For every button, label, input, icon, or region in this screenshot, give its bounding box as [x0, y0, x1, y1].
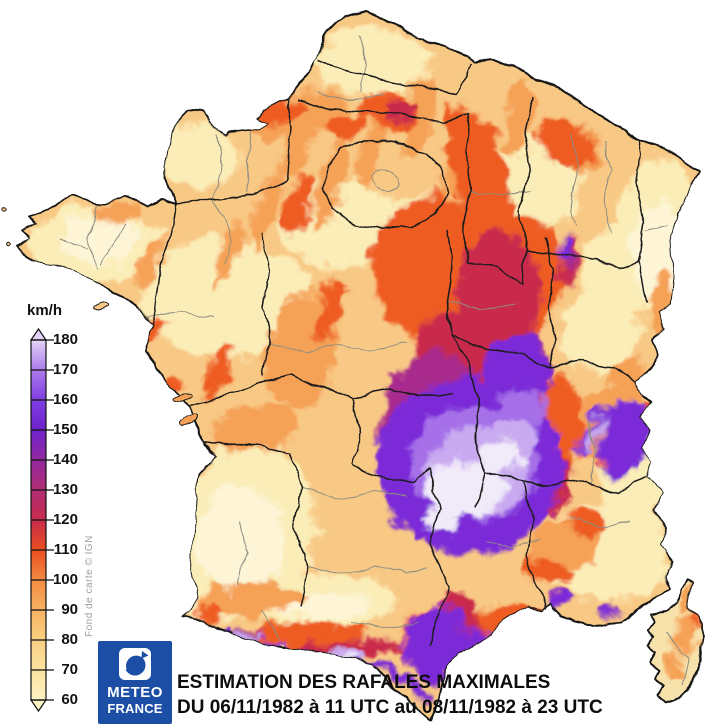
color-scale-legend: km/h: [24, 300, 124, 724]
meteo-france-icon: [119, 648, 151, 680]
legend-arrow-top: [29, 327, 48, 341]
legend-tick-label: 160: [52, 391, 78, 408]
legend-tick-marks: [31, 339, 54, 701]
title-line-2: DU 06/11/1982 à 11 UTC au 08/11/1982 à 2…: [177, 697, 603, 718]
corsica-dept-border: [667, 629, 689, 687]
legend-tick-label: 170: [52, 361, 78, 378]
wind-intensity-field: [27, 28, 701, 706]
logo-line1: METEO: [107, 684, 163, 701]
legend-tick-label: 150: [52, 421, 78, 438]
legend-tick-label: 180: [52, 331, 78, 348]
legend-tick-label: 120: [52, 511, 78, 528]
map-title: ESTIMATION DES RAFALES MAXIMALES DU 06/1…: [177, 670, 603, 720]
legend-gradient-bar: [29, 327, 54, 713]
coastal-islands: [2, 206, 201, 429]
region-borders: [154, 59, 648, 649]
legend-tick-label: 100: [52, 571, 78, 588]
legend-tick-label: 90: [61, 601, 78, 618]
title-line-1: ESTIMATION DES RAFALES MAXIMALES: [177, 672, 551, 693]
map-attribution: Fond de carte © IGN: [84, 535, 95, 637]
legend-tick-label: 70: [61, 661, 78, 678]
legend-tick-label: 60: [61, 691, 78, 708]
legend-tick-label: 130: [52, 481, 78, 498]
logo-line2: FRANCE: [107, 701, 163, 716]
meteo-france-logo: METEO FRANCE: [98, 641, 172, 724]
legend-tick-label: 80: [61, 631, 78, 648]
legend-arrow-bottom: [29, 699, 48, 713]
legend-tick-label: 140: [52, 451, 78, 468]
department-borders: [59, 34, 669, 641]
legend-unit-label: km/h: [27, 302, 63, 319]
legend-tick-label: 110: [53, 541, 78, 558]
